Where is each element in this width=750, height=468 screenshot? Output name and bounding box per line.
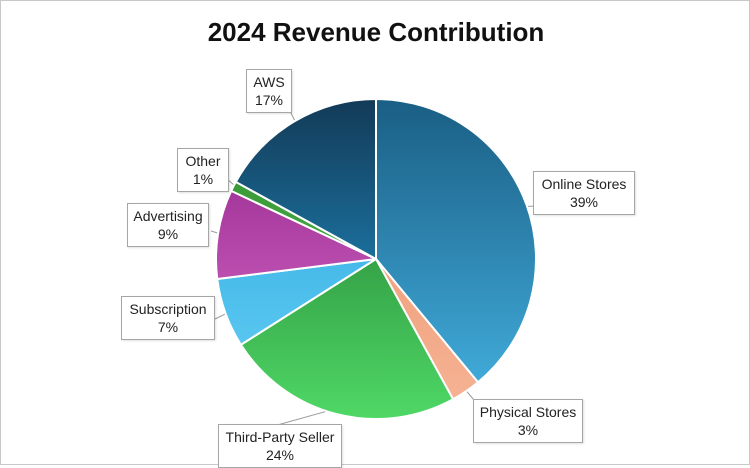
label-third-party-seller: Third-Party Seller 24% — [218, 424, 342, 468]
slice-name: Online Stores — [541, 176, 627, 192]
slice-percent: 39% — [569, 194, 599, 210]
slice-percent: 9% — [157, 226, 179, 242]
slice-name: Other — [185, 153, 221, 169]
pie-slice-online-stores — [375, 98, 537, 384]
pie-slice-aws — [234, 98, 377, 260]
pie-slice-advertising — [215, 189, 377, 281]
slice-name: Third-Party Seller — [225, 429, 335, 445]
label-subscription: Subscription 7% — [121, 296, 215, 340]
slice-name: Subscription — [129, 301, 207, 317]
slice-name: Advertising — [133, 208, 203, 224]
label-advertising: Advertising 9% — [127, 203, 209, 247]
slice-name: Physical Stores — [479, 404, 577, 420]
chart-title: 2024 Revenue Contribution — [207, 17, 545, 47]
label-online-stores: Online Stores 39% — [533, 171, 635, 215]
label-physical-stores: Physical Stores 3% — [473, 399, 583, 443]
label-aws: AWS 17% — [246, 69, 292, 113]
slice-name: AWS — [253, 74, 285, 90]
slice-percent: 3% — [517, 422, 539, 438]
label-other: Other 1% — [177, 148, 229, 192]
slice-percent: 1% — [192, 171, 214, 187]
pie-slices — [215, 98, 537, 420]
slice-percent: 24% — [265, 447, 295, 463]
slice-percent: 17% — [254, 92, 284, 108]
pie-slice-third-party-seller — [239, 258, 455, 420]
slice-percent: 7% — [157, 319, 179, 335]
